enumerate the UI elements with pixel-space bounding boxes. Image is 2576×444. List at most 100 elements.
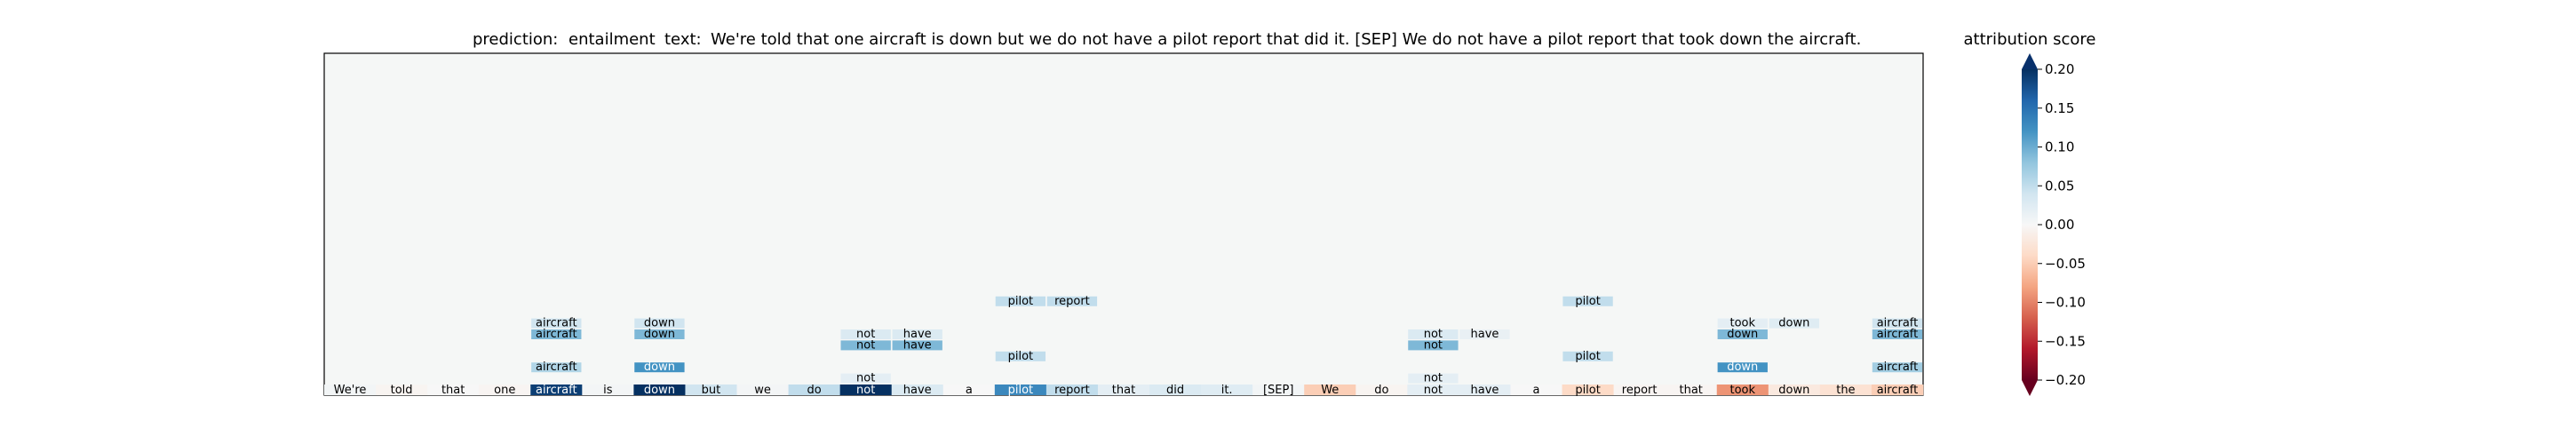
token-label: report <box>1054 384 1090 397</box>
subtree-label: report <box>1054 295 1090 308</box>
subtree-cell <box>634 362 685 373</box>
token-label: not <box>1424 384 1443 397</box>
colorbar-tick-label: −0.15 <box>2045 333 2086 349</box>
token-label: pilot <box>1008 384 1034 397</box>
colorbar-extend-bottom <box>2022 380 2038 396</box>
colorbar-tick-label: 0.20 <box>2045 61 2074 77</box>
token-label: down <box>644 384 675 397</box>
token-cell <box>633 385 686 395</box>
token-label: aircraft <box>1877 384 1919 397</box>
token-cell <box>479 385 531 395</box>
token-label: did <box>1166 384 1184 397</box>
subtree-cell <box>634 318 685 329</box>
subtree-label: took <box>1729 317 1755 330</box>
token-cell <box>1046 385 1099 395</box>
token-label: have <box>1470 384 1499 397</box>
subtree-cell <box>840 373 891 384</box>
token-label: not <box>856 384 875 397</box>
subtree-label: aircraft <box>1877 317 1919 330</box>
token-label: We're <box>334 384 367 397</box>
token-cell <box>942 385 996 395</box>
subtree-label: aircraft <box>536 317 577 330</box>
token-label: told <box>391 384 413 397</box>
token-cell <box>324 385 377 395</box>
subtree-label: down <box>1727 361 1758 374</box>
subtree-label: down <box>644 328 675 341</box>
chart-title: prediction: entailment text: We're told … <box>473 30 1861 49</box>
token-cell <box>1768 385 1821 395</box>
colorbar-tick-label: 0.10 <box>2045 139 2074 155</box>
token-cell <box>427 385 480 395</box>
token-label: down <box>1778 384 1809 397</box>
subtree-label: not <box>1424 338 1443 352</box>
token-cell <box>1613 385 1666 395</box>
subtree-cell <box>1046 296 1098 306</box>
token-label: but <box>702 384 721 397</box>
subtree-cell <box>840 329 891 339</box>
subtree-label: aircraft <box>1877 361 1919 374</box>
subtree-cell <box>1562 296 1613 306</box>
subtree-cell <box>1872 362 1923 373</box>
token-label: we <box>754 384 771 397</box>
colorbar: 0.20 0.15 0.10 0.05 0.00 −0.05 −0.10 −0.15 −0.20 <box>2022 53 2086 396</box>
subtree-cell <box>1769 318 1819 329</box>
subtree-cell <box>1408 329 1459 339</box>
subtree-cell <box>892 340 942 351</box>
subtree-cell <box>892 329 942 339</box>
colorbar-tick-label: −0.05 <box>2045 256 2086 272</box>
subtree-cell <box>995 296 1046 306</box>
colorbar-tick-label: 0.05 <box>2045 178 2074 194</box>
token-label: aircraft <box>536 384 577 397</box>
token-cell <box>1510 385 1562 395</box>
subtree-cell <box>634 329 685 339</box>
token-label: that <box>1680 384 1703 397</box>
token-row: We're told that one aircraft is down but we do not… <box>324 384 1924 397</box>
token-cell <box>1562 385 1614 395</box>
token-label: have <box>903 384 932 397</box>
token-label: pilot <box>1575 384 1601 397</box>
token-cell <box>1097 385 1150 395</box>
token-label: We <box>1321 384 1339 397</box>
subtree-label: down <box>1727 328 1758 341</box>
subtree-label: not <box>856 328 875 341</box>
subtree-cell <box>995 351 1046 361</box>
subtree-cell <box>1872 329 1923 339</box>
subtree-label: aircraft <box>536 328 577 341</box>
token-label: do <box>1374 384 1388 397</box>
colorbar-tick-label: 0.00 <box>2045 217 2074 233</box>
colorbar-tick-label: 0.15 <box>2045 100 2074 116</box>
token-cell <box>736 385 789 395</box>
token-cell <box>1819 385 1872 395</box>
token-label: it. <box>1221 384 1233 397</box>
plot-area <box>323 52 1924 396</box>
subtree-cell <box>531 318 582 329</box>
subtree-label: not <box>1424 328 1443 341</box>
subtree-label: not <box>856 338 875 352</box>
subtree-cell <box>1717 329 1768 339</box>
subtree-cell <box>1459 329 1510 339</box>
token-cell <box>1716 385 1769 395</box>
subtree-cell <box>1717 362 1768 373</box>
subtree-cell <box>1408 340 1459 351</box>
token-label: [SEP] <box>1263 384 1293 397</box>
token-label: report <box>1622 384 1658 397</box>
subtree-cell <box>531 329 582 339</box>
subtree-cell <box>840 340 891 351</box>
subtree-label: pilot <box>1008 295 1034 308</box>
token-cell <box>582 385 634 395</box>
subtree-label: not <box>1424 372 1443 385</box>
subtree-cell <box>1562 351 1613 361</box>
colorbar-extend-top <box>2022 53 2038 69</box>
subtree-label: aircraft <box>536 361 577 374</box>
subtree-label: pilot <box>1575 350 1601 363</box>
token-label: took <box>1729 384 1755 397</box>
token-label: a <box>966 384 973 397</box>
subtree-label: aircraft <box>1877 328 1919 341</box>
token-cell <box>685 385 737 395</box>
subtree-label: have <box>903 338 932 352</box>
token-cell <box>891 385 944 395</box>
token-label: do <box>807 384 822 397</box>
subtree-cell <box>1872 318 1923 329</box>
subtree-cell <box>1717 318 1768 329</box>
